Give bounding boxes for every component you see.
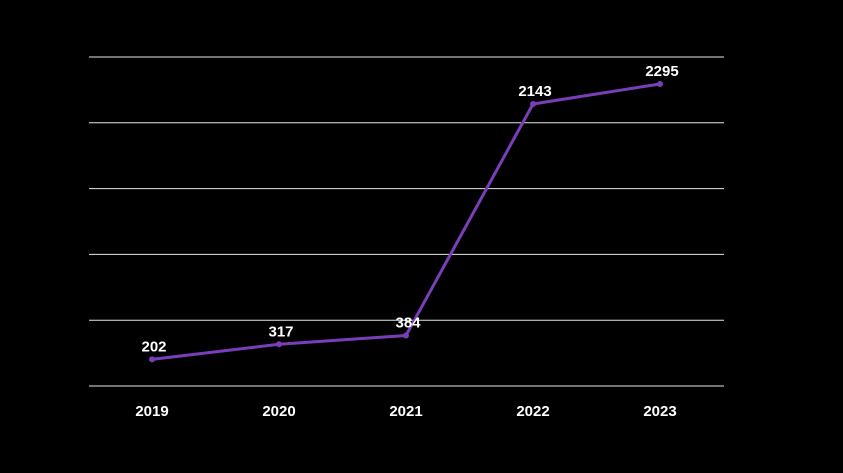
data-labels-layer: 202 317 384 2143 2295 — [141, 63, 678, 355]
data-label: 2295 — [645, 63, 678, 80]
data-point — [276, 341, 282, 348]
points-layer — [149, 80, 663, 363]
data-point — [657, 80, 663, 87]
grid-layer — [89, 56, 724, 387]
data-point — [530, 100, 536, 107]
data-point — [149, 356, 155, 363]
x-tick-label: 2022 — [516, 403, 549, 420]
data-point — [403, 332, 409, 339]
x-axis-ticks: 2019 2020 2021 2022 2023 — [135, 403, 676, 420]
data-label: 2143 — [518, 83, 551, 100]
x-tick-label: 2020 — [262, 403, 295, 420]
x-tick-label: 2021 — [389, 403, 422, 420]
data-label: 202 — [141, 338, 166, 355]
x-tick-label: 2023 — [643, 403, 676, 420]
data-label: 384 — [395, 314, 421, 331]
data-label: 317 — [268, 323, 293, 340]
x-tick-label: 2019 — [135, 403, 168, 420]
